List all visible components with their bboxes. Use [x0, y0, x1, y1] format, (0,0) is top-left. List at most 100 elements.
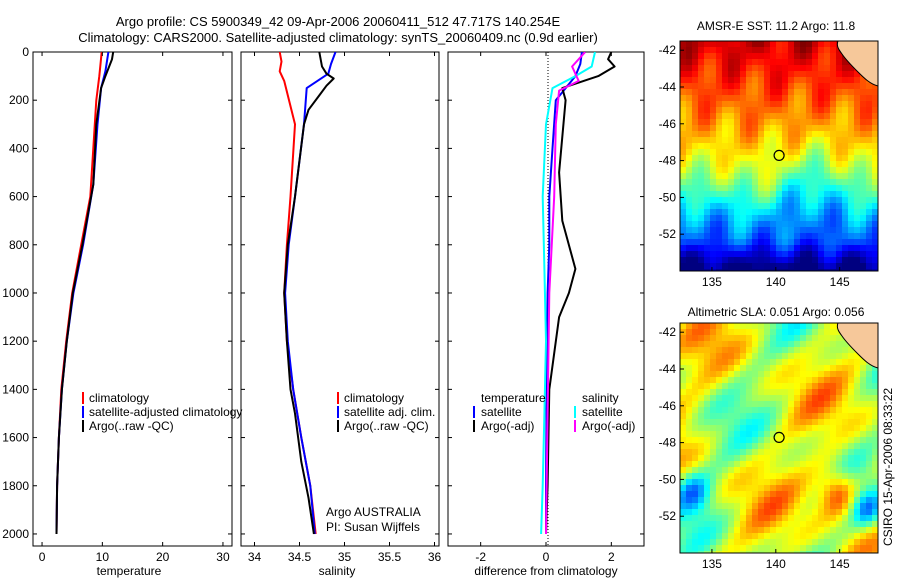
sla-cell: [824, 461, 831, 468]
sst-cell: [686, 137, 693, 144]
sla-cell: [824, 449, 831, 456]
sst-cell: [758, 119, 765, 126]
sst-cell: [728, 209, 735, 216]
sst-cell: [806, 143, 813, 150]
sst-cell: [776, 95, 783, 102]
sst-cell: [836, 143, 843, 150]
sla-cell: [740, 389, 747, 396]
sst-cell: [794, 59, 801, 66]
sla-cell: [812, 533, 819, 540]
sst-cell: [722, 131, 729, 138]
sst-cell: [806, 251, 813, 258]
sla-cell: [746, 485, 753, 492]
sla-cell: [770, 395, 777, 402]
sla-cell: [800, 347, 807, 354]
sla-cell: [824, 545, 831, 552]
sst-cell: [848, 113, 855, 120]
sst-cell: [692, 155, 699, 162]
sst-cell: [830, 221, 837, 228]
sla-cell: [752, 443, 759, 450]
sla-cell: [812, 545, 819, 552]
sla-cell: [770, 515, 777, 522]
sla-cell: [746, 359, 753, 366]
sst-cell: [788, 143, 795, 150]
sst-cell: [728, 107, 735, 114]
sla-cell: [710, 491, 717, 498]
sla-cell: [776, 515, 783, 522]
sst-cell: [782, 155, 789, 162]
sst-cell: [764, 125, 771, 132]
sst-cell: [680, 257, 687, 264]
legend-label: climatology: [344, 391, 404, 405]
sst-cell: [848, 257, 855, 264]
sla-cell: [722, 395, 729, 402]
sst-cell: [758, 89, 765, 96]
sst-cell: [794, 131, 801, 138]
sst-cell: [740, 167, 747, 174]
sla-cell: [872, 551, 878, 553]
sla-cell: [740, 455, 747, 462]
x-tick-label: 35: [338, 550, 352, 564]
sst-cell: [830, 245, 837, 252]
sla-cell: [746, 539, 753, 546]
sla-cell: [776, 467, 783, 474]
sst-cell: [842, 77, 849, 84]
sla-cell: [848, 425, 855, 432]
sla-cell: [698, 401, 705, 408]
sst-cell: [806, 83, 813, 90]
sst-cell: [842, 89, 849, 96]
sla-cell: [818, 461, 825, 468]
sla-cell: [680, 413, 687, 420]
sla-cell: [764, 401, 771, 408]
sst-cell: [698, 83, 705, 90]
sla-cell: [698, 491, 705, 498]
sla-cell: [806, 473, 813, 480]
sla-cell: [728, 425, 735, 432]
sst-cell: [716, 125, 723, 132]
sst-cell: [800, 155, 807, 162]
sst-cell: [746, 227, 753, 234]
sla-cell: [770, 371, 777, 378]
sst-cell: [872, 209, 878, 216]
sst-cell: [818, 59, 825, 66]
sst-cell: [698, 245, 705, 252]
sst-cell: [860, 119, 867, 126]
sst-cell: [758, 161, 765, 168]
sla-cell: [854, 503, 861, 510]
sla-cell: [830, 419, 837, 426]
sst-cell: [842, 161, 849, 168]
sst-cell: [812, 209, 819, 216]
sla-cell: [812, 347, 819, 354]
sla-cell: [812, 455, 819, 462]
sla-cell: [800, 479, 807, 486]
sst-cell: [866, 251, 873, 258]
sst-cell: [842, 233, 849, 240]
sla-cell: [704, 389, 711, 396]
sla-cell: [842, 521, 849, 528]
sla-cell: [830, 413, 837, 420]
sla-cell: [782, 485, 789, 492]
sla-cell: [746, 413, 753, 420]
sla-cell: [764, 491, 771, 498]
sst-cell: [692, 209, 699, 216]
sst-cell: [818, 137, 825, 144]
sst-cell: [752, 209, 759, 216]
sla-cell: [716, 539, 723, 546]
sla-cell: [776, 521, 783, 528]
sst-cell: [806, 155, 813, 162]
sla-cell: [836, 401, 843, 408]
sla-cell: [752, 479, 759, 486]
sst-cell: [824, 95, 831, 102]
sla-cell: [854, 521, 861, 528]
sla-cell: [692, 515, 699, 522]
sla-cell: [806, 527, 813, 534]
sla-cell: [776, 485, 783, 492]
sst-cell: [752, 107, 759, 114]
sla-cell: [800, 449, 807, 456]
sst-cell: [794, 239, 801, 246]
sst-cell: [710, 173, 717, 180]
sst-cell: [740, 125, 747, 132]
sla-cell: [812, 431, 819, 438]
sla-cell: [788, 485, 795, 492]
sst-cell: [830, 65, 837, 72]
